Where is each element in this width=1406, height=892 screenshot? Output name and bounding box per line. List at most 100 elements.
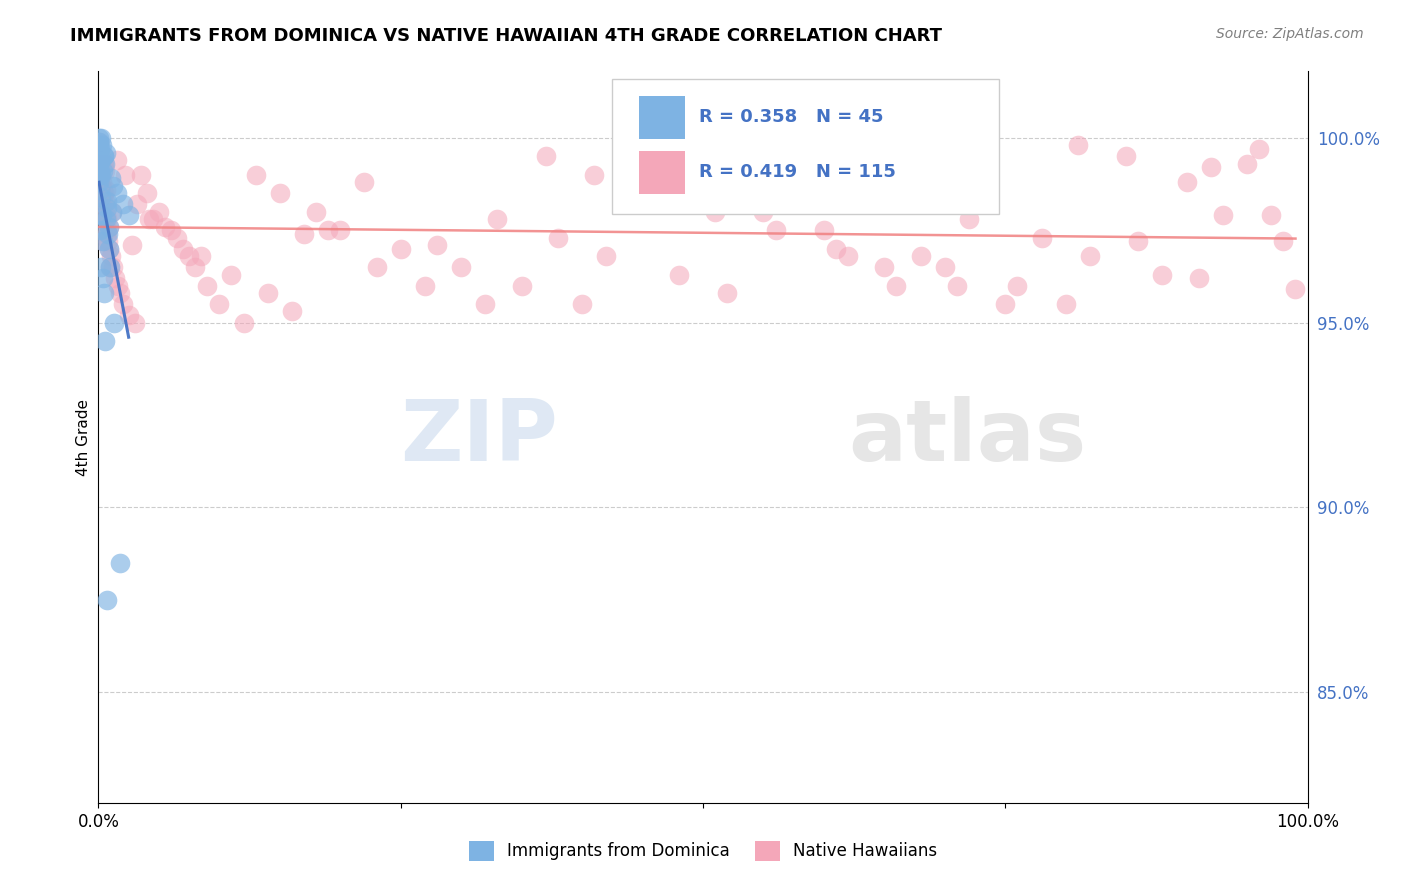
Point [1188, 271, 1211, 285]
Point [184, 260, 207, 274]
Point [127, 197, 149, 211]
Point [89, 183, 111, 197]
Point [90, 178, 112, 193]
Point [994, 297, 1017, 311]
Point [97, 219, 120, 234]
Point [316, 223, 339, 237]
Point [87, 149, 110, 163]
Point [910, 249, 932, 263]
Point [232, 316, 254, 330]
Point [97, 242, 120, 256]
Point [256, 285, 278, 300]
Point [957, 212, 980, 227]
Point [245, 168, 267, 182]
Point [1078, 249, 1101, 263]
Point [644, 186, 666, 201]
Point [486, 212, 509, 227]
Point [190, 249, 212, 263]
Point [87, 175, 110, 189]
Point [1272, 235, 1295, 249]
Point [1054, 297, 1077, 311]
Point [765, 223, 787, 237]
Point [1249, 142, 1271, 156]
Point [98, 260, 121, 274]
Point [305, 204, 328, 219]
Point [1199, 161, 1222, 175]
Point [281, 304, 304, 318]
Point [353, 175, 375, 189]
Point [107, 278, 129, 293]
Point [105, 186, 128, 201]
Text: ZIP: ZIP [401, 395, 558, 479]
Point [1175, 175, 1198, 189]
Point [96, 145, 118, 160]
Point [97, 227, 120, 241]
Bar [638, 151, 685, 194]
Point [96, 227, 118, 241]
Point [179, 249, 201, 263]
Point [886, 278, 908, 293]
Point [571, 297, 593, 311]
Point [98, 242, 121, 256]
Point [91, 271, 114, 285]
Point [105, 153, 128, 167]
Text: Source: ZipAtlas.com: Source: ZipAtlas.com [1216, 27, 1364, 41]
Point [1115, 149, 1137, 163]
Point [595, 249, 617, 263]
Point [101, 260, 124, 274]
Point [93, 149, 115, 163]
Point [89, 223, 111, 237]
Point [837, 249, 859, 263]
Point [104, 271, 127, 285]
Point [100, 171, 122, 186]
Point [148, 204, 170, 219]
Point [101, 178, 124, 193]
Point [87, 138, 110, 153]
Point [100, 204, 122, 219]
Point [89, 157, 111, 171]
Point [825, 242, 848, 256]
Point [94, 164, 117, 178]
Point [873, 260, 896, 274]
Point [124, 316, 146, 330]
Point [129, 168, 152, 182]
Point [138, 212, 160, 227]
Point [87, 135, 110, 149]
Point [90, 153, 112, 167]
Point [160, 223, 183, 237]
Point [114, 168, 136, 182]
Point [103, 316, 125, 330]
Point [90, 178, 112, 193]
Text: R = 0.358   N = 45: R = 0.358 N = 45 [699, 109, 884, 127]
Point [90, 168, 112, 182]
Point [89, 135, 111, 149]
Point [90, 260, 112, 274]
Point [91, 235, 114, 249]
Point [90, 209, 112, 223]
Point [93, 197, 115, 211]
Point [90, 131, 112, 145]
Point [96, 592, 118, 607]
Point [547, 230, 569, 244]
Point [166, 230, 188, 244]
Point [111, 197, 134, 211]
Point [96, 183, 118, 197]
Point [97, 235, 120, 249]
Point [704, 204, 727, 219]
Point [1212, 209, 1234, 223]
Point [93, 149, 115, 163]
Point [108, 285, 131, 300]
Point [91, 190, 114, 204]
Point [90, 168, 112, 182]
Point [89, 142, 111, 156]
Point [118, 308, 141, 322]
FancyBboxPatch shape [613, 78, 1000, 214]
Point [292, 227, 315, 241]
Point [752, 204, 775, 219]
Point [90, 209, 112, 223]
Point [221, 268, 243, 282]
Point [93, 285, 115, 300]
Point [91, 138, 114, 153]
Point [534, 149, 557, 163]
Point [583, 168, 606, 182]
